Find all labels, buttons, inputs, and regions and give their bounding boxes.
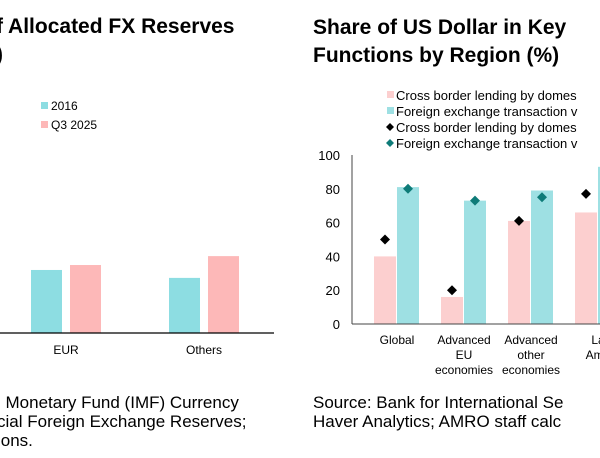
left-legend-swatch [41,102,48,109]
left-source-line-1: l Monetary Fund (IMF) Currency [0,393,239,412]
right-diamond-1-3 [470,195,480,206]
right-x-tick-label: EU [456,348,473,362]
right-title-line-2: Functions by Region (%) [313,44,560,67]
right-x-tick-label: Global [380,333,415,347]
right-diamond-0-3 [403,183,413,194]
right-y-tick-label: 40 [326,249,340,264]
left-title-line-2: ) [0,41,235,69]
right-legend-diamond [386,123,394,131]
left-bar-eur-0 [31,269,62,333]
right-source-line-1: Source: Bank for International Se [313,393,564,412]
right-diamond-2-2 [514,215,524,226]
right-diamond-3-2 [581,188,591,199]
right-chart-title: Share of US Dollar in Key Functions by R… [313,14,566,70]
right-y-tick-label: 0 [333,317,340,332]
right-diamond-2-3 [537,192,547,203]
left-legend-label: 2016 [51,99,78,113]
right-bar-3-1 [598,166,600,324]
left-chart-title: f Allocated FX Reserves ) [0,13,235,69]
right-legend-label: Cross border lending by domes [396,120,577,135]
right-bar-0-1 [397,187,419,324]
right-y-tick-label: 20 [326,283,340,298]
left-bar-others-0 [169,277,200,333]
right-bar-0-0 [374,256,396,324]
right-diamond-1-2 [447,285,457,296]
right-legend-swatch [387,91,394,98]
right-x-tick-label: other [517,348,544,362]
right-bar-1-1 [464,200,486,324]
right-bar-3-0 [575,212,597,324]
right-legend-label: Cross border lending by domes [396,88,577,103]
right-source: Source: Bank for International Se Haver … [313,393,563,431]
right-bar-2-1 [531,190,553,324]
right-legend-swatch [387,107,394,114]
left-x-tick-label: Others [186,343,222,357]
left-legend-label: Q3 2025 [51,118,97,132]
right-y-tick-label: 100 [318,148,340,163]
right-diamond-0-2 [380,234,390,245]
right-legend-diamond [386,139,394,147]
right-x-tick-label: economies [435,363,493,377]
left-source-line-2: cial Foreign Exchange Reserves; [0,412,247,431]
left-source-line-3: ions. [0,431,33,450]
left-bar-eur-1 [70,265,101,333]
left-legend-swatch [41,121,48,128]
left-title-line-1: f Allocated FX Reserves [0,15,235,38]
right-x-tick-label: economies [502,363,560,377]
right-x-tick-label: Advanced [437,333,490,347]
left-source: l Monetary Fund (IMF) Currency cial Fore… [0,393,246,450]
right-y-tick-label: 80 [326,182,340,197]
right-x-tick-label: Ame [586,348,600,362]
right-bar-2-0 [508,220,530,324]
right-legend-label: Foreign exchange transaction v [396,136,578,151]
right-y-tick-label: 60 [326,216,340,231]
right-bar-1-0 [441,296,463,324]
left-bar-others-1 [208,256,239,333]
right-source-line-2: Haver Analytics; AMRO staff calc [313,412,562,431]
right-x-tick-label: Advanced [504,333,557,347]
right-legend-label: Foreign exchange transaction v [396,104,578,119]
left-x-tick-label: EUR [53,343,79,357]
right-x-tick-label: La [591,333,600,347]
right-title-line-1: Share of US Dollar in Key [313,16,567,39]
